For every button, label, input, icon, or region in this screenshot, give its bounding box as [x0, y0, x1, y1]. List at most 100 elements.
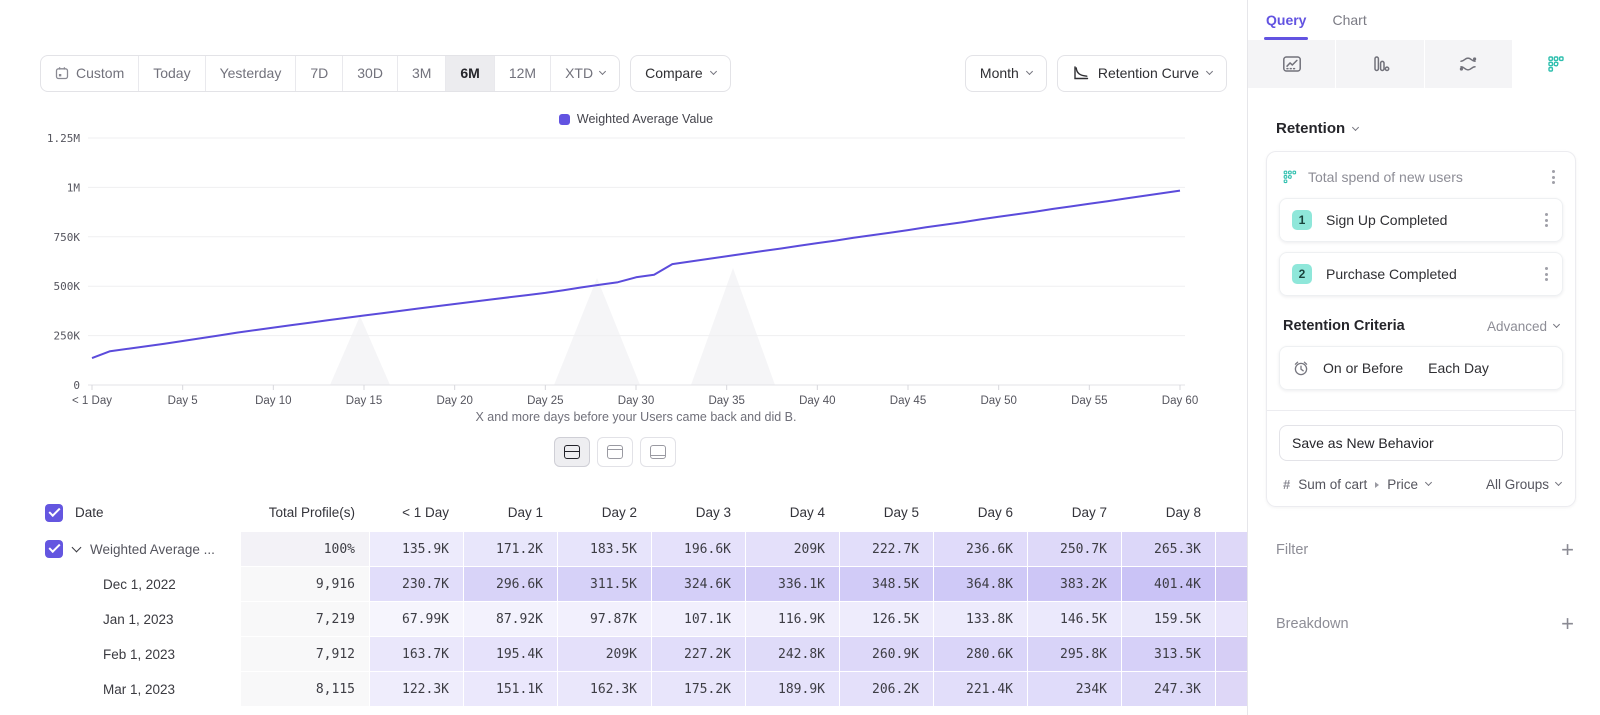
retention-value-cell[interactable]: 364.8K [934, 567, 1027, 601]
report-type-retention[interactable] [1512, 40, 1600, 88]
retention-value-cell[interactable]: 126.5K [840, 602, 933, 636]
date-range-xtd[interactable]: XTD [551, 56, 619, 91]
table-column-header[interactable]: Total Profile(s) [241, 494, 369, 531]
retention-value-cell[interactable]: 122.3K [370, 672, 463, 706]
retention-value-cell[interactable]: 116.9K [746, 602, 839, 636]
add-breakdown-button[interactable]: + [1561, 614, 1574, 634]
layout-chart-top-button[interactable] [597, 437, 633, 467]
tab-query[interactable]: Query [1266, 0, 1306, 40]
retention-value-cell[interactable]: 162.3K [558, 672, 651, 706]
date-range-yesterday[interactable]: Yesterday [206, 56, 297, 91]
report-type-flows[interactable] [1424, 40, 1512, 88]
kebab-menu-icon[interactable] [1538, 265, 1554, 283]
retention-value-cell[interactable]: 401.4K [1122, 567, 1215, 601]
report-type-funnels[interactable] [1335, 40, 1423, 88]
retention-value-cell[interactable]: 348.5K [840, 567, 933, 601]
step-row-1[interactable]: 1 Sign Up Completed [1279, 198, 1563, 242]
retention-value-cell[interactable]: 242.8K [746, 637, 839, 671]
tab-chart[interactable]: Chart [1332, 0, 1366, 40]
retention-value-cell[interactable]: 87.92K [464, 602, 557, 636]
retention-value-cell[interactable]: 206.2K [840, 672, 933, 706]
date-range-7d[interactable]: 7D [296, 56, 343, 91]
retention-value-cell[interactable]: 151.1K [464, 672, 557, 706]
retention-value-cell[interactable]: 97.87K [558, 602, 651, 636]
retention-value-cell[interactable]: 247.3K [1122, 672, 1215, 706]
retention-value-cell[interactable]: 159.5K [1122, 602, 1215, 636]
retention-value-cell[interactable]: 133.8K [934, 602, 1027, 636]
retention-value-cell[interactable]: 324.6K [652, 567, 745, 601]
group-dropdown[interactable]: All Groups [1486, 477, 1561, 492]
retention-value-cell[interactable]: 222.7K [840, 532, 933, 566]
retention-value-cell[interactable]: 107.1K [652, 602, 745, 636]
retention-value-cell[interactable]: 234K [1028, 672, 1121, 706]
retention-value-cell[interactable]: 209K [558, 637, 651, 671]
chart-type-button[interactable]: Retention Curve [1057, 55, 1227, 92]
date-range-custom[interactable]: Custom [41, 56, 139, 91]
date-range-12m[interactable]: 12M [495, 56, 551, 91]
layout-split-button[interactable] [554, 437, 590, 467]
retention-value-cell[interactable]: 171.2K [464, 532, 557, 566]
retention-value-cell[interactable]: 227.2K [652, 637, 745, 671]
retention-value-cell[interactable]: 163.7K [370, 637, 463, 671]
granularity-button[interactable]: Month [965, 55, 1047, 92]
table-column-header[interactable]: Day 8 [1122, 494, 1215, 531]
retention-value-cell[interactable]: 230.7K [370, 567, 463, 601]
step-row-2[interactable]: 2 Purchase Completed [1279, 252, 1563, 296]
retention-value-cell[interactable]: 183.5K [558, 532, 651, 566]
retention-value-cell[interactable]: 67.99K [370, 602, 463, 636]
row-checkbox[interactable] [45, 540, 63, 558]
retention-value-cell[interactable]: 209K [746, 532, 839, 566]
row-label: Mar 1, 2023 [103, 682, 175, 697]
report-type-insights[interactable] [1248, 40, 1335, 88]
table-column-header[interactable]: Day 2 [558, 494, 651, 531]
date-range-6m[interactable]: 6M [446, 56, 494, 91]
criteria-mode-dropdown[interactable]: Advanced [1487, 319, 1559, 334]
retention-value-cell[interactable]: 383.2K [1028, 567, 1121, 601]
retention-table: DateTotal Profile(s)< 1 DayDay 1Day 2Day… [40, 494, 1247, 706]
kebab-menu-icon[interactable] [1545, 168, 1561, 186]
measure-property[interactable]: Price [1387, 477, 1418, 492]
select-all-checkbox[interactable] [45, 504, 63, 522]
table-column-header[interactable]: Day 5 [840, 494, 933, 531]
retention-value-cell[interactable]: 295.8K [1028, 637, 1121, 671]
retention-value-cell[interactable]: 146.5K [1028, 602, 1121, 636]
retention-value-cell[interactable]: 311.5K [558, 567, 651, 601]
retention-value-cell[interactable]: 260.9K [840, 637, 933, 671]
layout-table-bottom-button[interactable] [640, 437, 676, 467]
retention-value-cell-partial [1216, 602, 1247, 636]
table-column-header[interactable]: Day 6 [934, 494, 1027, 531]
table-column-header[interactable]: < 1 Day [370, 494, 463, 531]
behavior-header[interactable]: Total spend of new users [1279, 164, 1563, 198]
retention-value-cell[interactable]: 250.7K [1028, 532, 1121, 566]
retention-section-header[interactable]: Retention [1276, 120, 1576, 137]
layout-toggle-group [0, 437, 1230, 467]
retention-value-cell[interactable]: 280.6K [934, 637, 1027, 671]
criteria-unit-select[interactable]: Each Day [1428, 360, 1489, 376]
date-range-today[interactable]: Today [139, 56, 205, 91]
table-column-header[interactable]: Day 3 [652, 494, 745, 531]
kebab-menu-icon[interactable] [1538, 211, 1554, 229]
retention-value-cell[interactable]: 296.6K [464, 567, 557, 601]
retention-value-cell[interactable]: 236.6K [934, 532, 1027, 566]
criteria-type-select[interactable]: On or Before [1323, 360, 1403, 376]
retention-value-cell[interactable]: 175.2K [652, 672, 745, 706]
retention-value-cell[interactable]: 313.5K [1122, 637, 1215, 671]
table-column-header[interactable]: Day 1 [464, 494, 557, 531]
date-range-30d[interactable]: 30D [343, 56, 398, 91]
row-expander-icon[interactable] [72, 543, 82, 553]
legend-swatch [559, 114, 570, 125]
add-filter-button[interactable]: + [1561, 540, 1574, 560]
measure-event[interactable]: Sum of cart [1298, 477, 1367, 492]
retention-value-cell[interactable]: 189.9K [746, 672, 839, 706]
date-range-3m[interactable]: 3M [398, 56, 446, 91]
compare-button[interactable]: Compare [630, 55, 731, 92]
retention-value-cell[interactable]: 265.3K [1122, 532, 1215, 566]
retention-value-cell[interactable]: 196.6K [652, 532, 745, 566]
retention-value-cell[interactable]: 195.4K [464, 637, 557, 671]
retention-value-cell[interactable]: 221.4K [934, 672, 1027, 706]
table-column-header[interactable]: Day 7 [1028, 494, 1121, 531]
retention-value-cell[interactable]: 135.9K [370, 532, 463, 566]
retention-value-cell[interactable]: 336.1K [746, 567, 839, 601]
table-column-header[interactable]: Day 4 [746, 494, 839, 531]
save-as-new-behavior-button[interactable]: Save as New Behavior [1279, 425, 1563, 461]
